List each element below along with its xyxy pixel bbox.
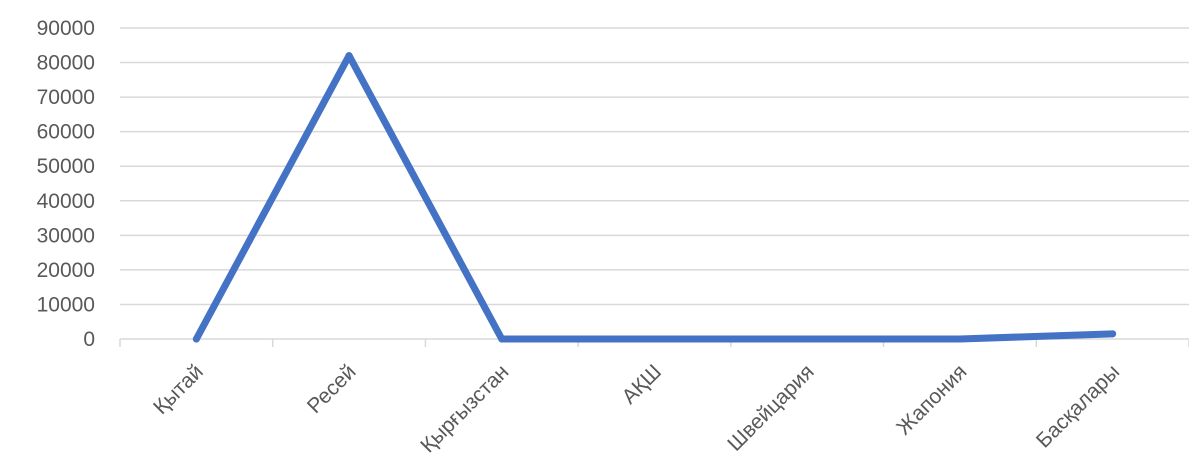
data-point [803, 335, 811, 343]
data-point [956, 335, 964, 343]
y-tick-label: 70000 [37, 86, 95, 109]
x-tick-label: АҚШ [618, 360, 666, 408]
y-tick-label: 80000 [37, 52, 95, 75]
x-tick-label: Басқалары [1032, 360, 1124, 452]
x-tick-label: Ресей [303, 360, 361, 418]
data-point [1109, 330, 1117, 338]
series-group [192, 52, 1117, 343]
y-tick-label: 30000 [37, 224, 95, 247]
y-tick-label: 90000 [37, 17, 95, 40]
y-tick-label: 10000 [37, 293, 95, 316]
data-point [651, 335, 658, 343]
y-tick-label: 20000 [37, 259, 95, 282]
x-tick-label: Қырғызстан [416, 360, 513, 457]
gridlines [120, 27, 1189, 306]
data-point [192, 335, 200, 343]
x-tick-label: Жапония [892, 360, 971, 439]
y-tick-label: 60000 [37, 121, 95, 144]
data-point [345, 52, 353, 60]
data-point [498, 335, 506, 343]
y-tick-label: 40000 [37, 190, 95, 213]
x-tick-label: Қытай [149, 360, 208, 419]
x-tick-label: Швейцария [723, 360, 819, 456]
series-line [192, 52, 1117, 343]
y-axis: 0 10000 20000 30000 40000 50000 60000 70000 8000… [37, 17, 95, 351]
y-tick-label: 50000 [37, 155, 95, 178]
y-tick-label: 0 [83, 328, 95, 351]
x-axis: Қытай Ресей Қырғызстан АҚШ Швейцария Жапония Б… [119, 338, 1189, 457]
